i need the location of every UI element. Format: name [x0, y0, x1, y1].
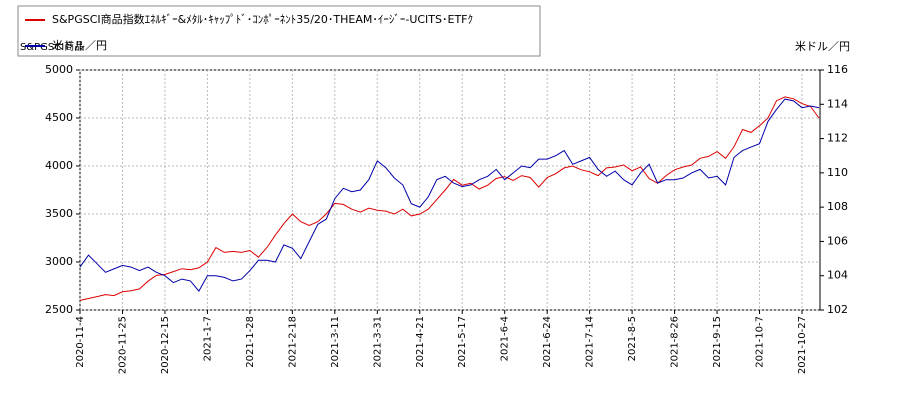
- x-tick-label: 2021-9-15: [712, 316, 723, 368]
- y2-tick-label: 116: [827, 63, 848, 76]
- y2-tick-label: 106: [827, 234, 848, 247]
- x-tick-label: 2021-10-7: [755, 316, 766, 368]
- y2-tick-label: 114: [827, 97, 848, 110]
- x-tick-label: 2021-10-27: [797, 316, 808, 374]
- y-tick-label: 4000: [45, 159, 73, 172]
- series-line: [79, 98, 820, 292]
- x-tick-label: 2021-4-21: [415, 316, 426, 368]
- x-tick-label: 2021-6-24: [542, 316, 553, 368]
- y2-axis-label: 米ドル／円: [795, 40, 850, 53]
- y2-tick-label: 110: [827, 166, 848, 179]
- y-tick-label: 3000: [45, 255, 73, 268]
- x-tick-label: 2021-6-4: [500, 316, 511, 361]
- x-tick-label: 2021-8-26: [670, 316, 681, 368]
- x-tick-label: 2021-1-7: [202, 316, 213, 361]
- y2-tick-label: 102: [827, 303, 848, 316]
- y-tick-label: 4500: [45, 111, 73, 124]
- y2-tick-label: 108: [827, 200, 848, 213]
- x-tick-label: 2021-7-14: [585, 316, 596, 368]
- legend-label: 米ドル／円: [52, 39, 107, 52]
- plot-area: [79, 69, 821, 311]
- x-tick-label: 2021-2-18: [287, 316, 298, 368]
- y-tick-label: 3500: [45, 207, 73, 220]
- x-tick-label: 2021-1-28: [245, 316, 256, 368]
- y-tick-label: 2500: [45, 303, 73, 316]
- x-tick-label: 2021-8-5: [627, 316, 638, 361]
- legend-box: [17, 5, 541, 57]
- x-tick-label: 2021-5-17: [457, 316, 468, 368]
- x-tick-label: 2021-3-31: [372, 316, 383, 368]
- y2-tick-label: 112: [827, 132, 848, 145]
- series-line: [79, 96, 820, 301]
- x-tick-label: 2021-3-11: [330, 316, 341, 368]
- y2-tick-label: 104: [827, 269, 848, 282]
- legend-label: S&PGSCI商品指数ｴﾈﾙｷﾞｰ&ﾒﾀﾙ･ｷｬｯﾌﾟﾄﾞ･ｺﾝﾎﾟｰﾈﾝﾄ35…: [52, 12, 473, 26]
- x-tick-label: 2020-11-25: [117, 316, 128, 374]
- y-axis-label: S&PGSCI商品: [20, 40, 84, 53]
- x-tick-label: 2020-12-15: [160, 316, 171, 374]
- y-tick-label: 5000: [45, 63, 73, 76]
- x-tick-label: 2020-11-4: [75, 316, 86, 368]
